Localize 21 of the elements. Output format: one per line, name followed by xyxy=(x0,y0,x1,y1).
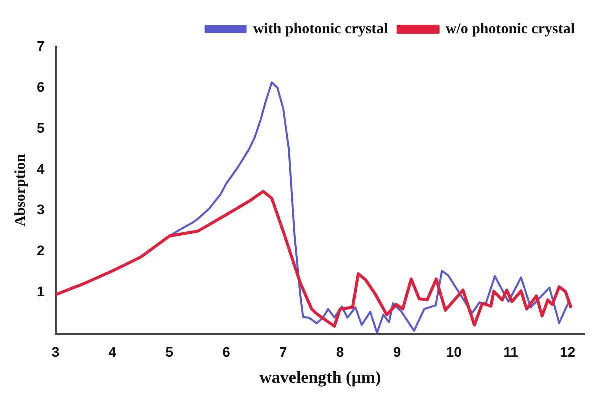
y-axis-title: Absorption xyxy=(12,153,29,227)
y-tick-label: 5 xyxy=(36,120,45,136)
legend-label: with photonic crystal xyxy=(253,21,388,38)
x-tick-label: 3 xyxy=(52,344,60,360)
x-tick-label: 10 xyxy=(446,344,462,360)
x-tick-label: 9 xyxy=(393,344,402,360)
x-tick-label: 6 xyxy=(222,344,231,360)
y-tick-label: 1 xyxy=(36,284,45,300)
y-tick-label: 4 xyxy=(36,160,45,177)
x-tick-label: 4 xyxy=(108,344,117,360)
x-tick-label: 8 xyxy=(336,344,344,360)
y-tick-label: 6 xyxy=(36,78,45,95)
legend-label: w/o photonic crystal xyxy=(446,21,576,38)
x-tick-label: 12 xyxy=(560,344,576,360)
y-tick-label: 7 xyxy=(36,38,45,54)
x-tick-label: 11 xyxy=(504,344,519,360)
x-tick-label: 5 xyxy=(166,344,174,360)
y-tick-label: 3 xyxy=(36,202,45,218)
x-axis-title: wavelength (μm) xyxy=(260,368,382,388)
x-tick-label: 7 xyxy=(280,344,288,360)
y-tick-label: 2 xyxy=(36,242,45,259)
